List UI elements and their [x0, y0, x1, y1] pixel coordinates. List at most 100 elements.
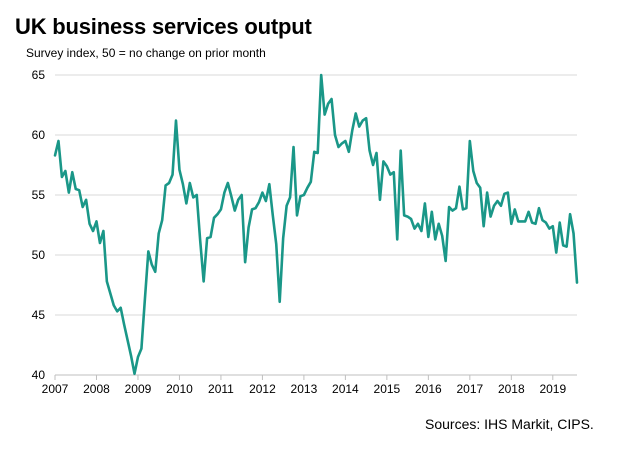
data-point [403, 214, 405, 216]
data-point [576, 282, 578, 284]
data-point [206, 237, 208, 239]
x-tick-label: 2015 [374, 382, 401, 396]
data-point [64, 170, 66, 172]
x-tick-label: 2016 [415, 382, 442, 396]
data-point [102, 230, 104, 232]
data-point [279, 301, 281, 303]
data-point [424, 202, 426, 204]
data-point [507, 192, 509, 194]
data-point [88, 223, 91, 225]
data-point [465, 207, 467, 209]
data-point [431, 211, 433, 213]
data-point [282, 237, 284, 239]
data-point [559, 222, 561, 224]
data-point [427, 236, 429, 238]
data-point [272, 214, 274, 216]
data-point [448, 206, 450, 208]
data-point [78, 189, 80, 191]
x-tick-label: 2011 [208, 382, 234, 396]
data-point [165, 184, 167, 186]
x-tick-label: 2007 [42, 382, 69, 396]
data-point [175, 120, 177, 122]
data-point [154, 271, 156, 273]
data-point [216, 213, 219, 215]
data-point [555, 252, 557, 254]
data-point [230, 195, 232, 197]
data-point [192, 196, 194, 198]
data-point [410, 218, 412, 220]
data-point [438, 223, 440, 225]
data-point [348, 151, 350, 153]
data-point [521, 220, 523, 222]
data-point [413, 228, 416, 230]
data-point [569, 213, 571, 215]
data-point [109, 292, 111, 294]
data-point [140, 348, 143, 350]
data-point [541, 219, 544, 221]
data-point [341, 142, 343, 144]
data-point [113, 304, 115, 306]
data-point [92, 230, 94, 232]
data-point [209, 236, 212, 238]
data-point [213, 217, 215, 219]
data-point [503, 193, 505, 195]
data-point [292, 146, 295, 148]
data-point [483, 225, 485, 227]
data-point [451, 210, 454, 212]
data-point [258, 201, 260, 203]
data-point [120, 307, 122, 309]
y-axis-labels: 40 45 50 55 60 65 [32, 68, 46, 382]
data-point [496, 200, 499, 202]
data-point [144, 298, 146, 300]
data-point [171, 174, 174, 176]
data-point [254, 207, 257, 209]
data-point [95, 220, 98, 222]
data-point [189, 182, 191, 184]
data-point [223, 192, 225, 194]
data-point [306, 187, 308, 189]
data-point [355, 112, 357, 114]
data-point [151, 264, 153, 266]
data-point [514, 208, 516, 210]
chart-subtitle: Survey index, 50 = no change on prior mo… [26, 46, 266, 60]
data-point [234, 210, 236, 212]
data-point [261, 192, 264, 194]
data-point [54, 154, 56, 156]
data-point [68, 192, 70, 194]
data-point [182, 183, 184, 185]
data-point [324, 114, 326, 116]
data-point [337, 146, 340, 148]
data-point [538, 207, 540, 209]
data-point [566, 246, 568, 248]
x-tick-label: 2019 [539, 382, 566, 396]
x-tick-label: 2010 [166, 382, 193, 396]
series-layer [53, 73, 579, 376]
data-point [396, 238, 398, 240]
x-tick-label: 2013 [291, 382, 318, 396]
data-point [244, 261, 246, 263]
data-point [572, 232, 575, 234]
data-point [185, 202, 187, 204]
data-point [379, 199, 381, 201]
data-point [313, 151, 315, 153]
data-point [479, 187, 481, 189]
data-point [130, 355, 132, 357]
gridlines [55, 74, 577, 316]
data-point [528, 211, 530, 213]
data-point [82, 206, 84, 208]
data-point [220, 208, 222, 210]
data-point [510, 223, 512, 225]
data-point [417, 223, 419, 225]
data-point [137, 356, 139, 358]
data-point [365, 117, 367, 119]
data-point [368, 150, 371, 152]
data-point [168, 182, 170, 184]
data-point [486, 192, 488, 194]
x-axis-labels: 2007 2008 2009 2010 2011 2012 2013 2014 2015 2016… [42, 382, 567, 396]
data-point [123, 324, 125, 326]
data-point [99, 242, 101, 244]
data-point [489, 216, 492, 218]
y-tick-label: 55 [32, 188, 46, 202]
series-points [54, 74, 578, 375]
data-point [534, 223, 537, 225]
